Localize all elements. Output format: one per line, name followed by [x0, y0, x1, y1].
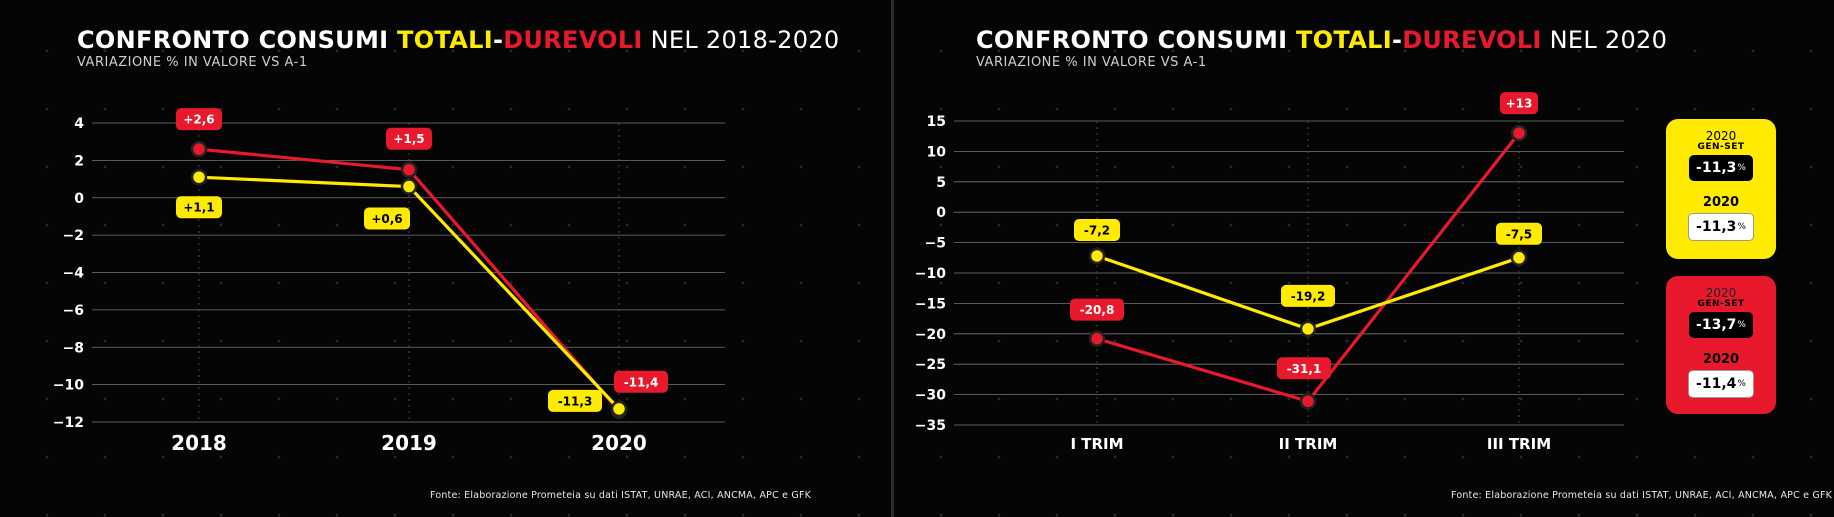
legend-period-label: GEN-SET: [1697, 142, 1745, 152]
data-label: +1,5: [393, 132, 424, 146]
y-tick-label: −5: [925, 236, 946, 252]
y-tick-label: −6: [63, 303, 84, 319]
y-tick-label: −10: [53, 378, 84, 394]
legend-card-durevoli: 2020 GEN-SET -13,7% 2020 -11,4%: [1666, 276, 1776, 414]
y-tick-label: 15: [927, 114, 946, 130]
left-source-note: Fonte: Elaborazione Prometeia su dati IS…: [430, 490, 812, 501]
data-point: [190, 168, 208, 186]
x-category-label: I TRIM: [1070, 435, 1123, 453]
data-label: -19,2: [1291, 289, 1326, 303]
data-label-bg: [1500, 92, 1538, 115]
data-point: [1088, 330, 1106, 347]
data-label: -31,1: [1287, 362, 1322, 376]
left-chart-subtitle: VARIAZIONE % IN VALORE VS A-1: [77, 55, 308, 70]
data-label: -11,3: [558, 394, 593, 408]
y-tick-label: 0: [74, 191, 84, 207]
y-tick-label: −25: [915, 357, 946, 373]
data-label-bg: [176, 196, 222, 219]
x-category-label: III TRIM: [1487, 435, 1551, 453]
left-line-chart: 4 2 0 −2 −4 −6 −8 −10 −12 2018 2019 2020 +2,6 +1,5 -11…: [53, 108, 725, 455]
data-label-bg: [176, 108, 222, 131]
data-label-bg: [1281, 284, 1335, 307]
data-point: [610, 400, 628, 418]
right-chart-subtitle: VARIAZIONE % IN VALORE VS A-1: [976, 55, 1207, 70]
data-label-bg: [386, 127, 432, 150]
y-tick-label: 0: [936, 205, 946, 221]
y-tick-label: −15: [915, 296, 946, 312]
data-point: [1510, 124, 1528, 142]
data-label-bg: [548, 389, 602, 412]
y-tick-label: −20: [915, 327, 946, 343]
data-label: +13: [1506, 97, 1533, 111]
y-tick-label: 4: [74, 116, 84, 132]
legend-year-label: 2020: [1705, 286, 1737, 300]
y-tick-label: 2: [74, 153, 84, 169]
x-category-label: 2020: [591, 431, 647, 455]
y-tick-label: −10: [915, 266, 946, 282]
data-label-bg: [1074, 218, 1120, 241]
legend-card-totali: 2020 GEN-SET -11,3% 2020 -11,3%: [1666, 119, 1776, 259]
y-tick-label: −30: [915, 388, 946, 404]
right-chart-title: CONFRONTO CONSUMI TOTALI-DUREVOLI NEL 20…: [976, 26, 1668, 54]
legend-value-year: -11,3%: [1688, 213, 1754, 241]
legend-value-genset: -13,7%: [1689, 312, 1753, 338]
x-category-label: 2019: [381, 431, 437, 455]
left-chart-panel: CONFRONTO CONSUMI TOTALI-DUREVOLI NEL 20…: [0, 0, 891, 517]
legend-value-genset: -11,3%: [1689, 155, 1753, 181]
data-label-bg: [614, 370, 668, 393]
legend-year-label: 2020: [1705, 129, 1737, 143]
y-tick-label: 5: [936, 175, 946, 191]
legend-period-label: GEN-SET: [1697, 299, 1745, 309]
y-tick-label: −8: [63, 340, 84, 356]
legend-year-label-2: 2020: [1702, 352, 1740, 367]
legend-value-year: -11,4%: [1688, 370, 1754, 398]
panel-divider: [891, 0, 894, 517]
data-label: +0,6: [371, 212, 402, 226]
data-point: [400, 161, 418, 178]
data-label: -7,2: [1084, 223, 1110, 237]
data-label: +1,1: [183, 201, 214, 215]
y-tick-label: −12: [53, 415, 84, 431]
data-point: [1510, 249, 1528, 267]
y-tick-label: 10: [927, 144, 947, 160]
x-category-label: II TRIM: [1279, 435, 1338, 453]
data-label: -20,8: [1080, 303, 1115, 317]
right-source-note: Fonte: Elaborazione Prometeia su dati IS…: [1451, 490, 1833, 501]
y-tick-label: −35: [915, 418, 946, 434]
data-label: -7,5: [1506, 227, 1532, 241]
data-point: [1299, 393, 1317, 410]
x-category-label: 2018: [171, 431, 227, 455]
data-point: [1088, 247, 1106, 265]
data-point: [190, 140, 208, 158]
y-tick-label: −2: [63, 228, 84, 244]
data-label-bg: [1496, 222, 1542, 245]
data-label-bg: [1277, 357, 1331, 380]
data-point: [1299, 320, 1317, 338]
left-chart-title: CONFRONTO CONSUMI TOTALI-DUREVOLI NEL 20…: [77, 26, 840, 54]
data-point: [400, 178, 418, 195]
y-tick-label: −4: [63, 266, 85, 282]
data-label: -11,4: [624, 375, 659, 389]
data-label-bg: [364, 207, 410, 230]
data-label-bg: [1070, 298, 1124, 321]
legend-year-label-2: 2020: [1702, 195, 1740, 210]
right-line-chart: 15 10 5 0 −5 −10 −15 −20 −25 −30 −35 I TRIM II TRIM I…: [915, 92, 1624, 453]
data-label: +2,6: [183, 113, 214, 127]
